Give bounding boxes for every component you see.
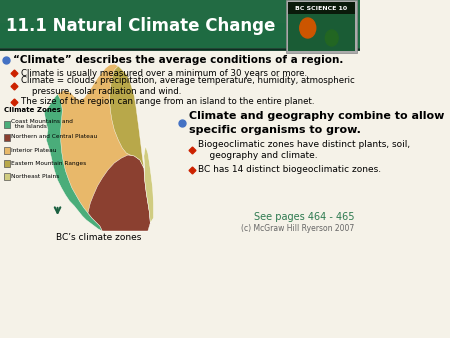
Text: Climate and geography combine to allow
specific organisms to grow.: Climate and geography combine to allow s… <box>189 111 445 135</box>
Bar <box>4 121 9 127</box>
Text: See pages 464 - 465: See pages 464 - 465 <box>254 212 354 222</box>
Text: BC has 14 distinct biogeoclimatic zones.: BC has 14 distinct biogeoclimatic zones. <box>198 166 381 174</box>
Bar <box>286 0 356 53</box>
Bar <box>4 146 9 153</box>
Bar <box>0 0 360 48</box>
Text: BC SCIENCE 10: BC SCIENCE 10 <box>295 5 347 10</box>
Text: 11.1 Natural Climate Change: 11.1 Natural Climate Change <box>6 17 276 35</box>
Bar <box>288 2 355 14</box>
Text: Climate is usually measured over a minimum of 30 years or more.: Climate is usually measured over a minim… <box>21 69 307 77</box>
Circle shape <box>325 30 338 46</box>
Bar <box>4 134 9 141</box>
Text: Coast Mountains and
  the Islands: Coast Mountains and the Islands <box>11 119 73 129</box>
Polygon shape <box>88 155 150 231</box>
Text: Climate Zones: Climate Zones <box>4 107 61 113</box>
Text: Northeast Plains: Northeast Plains <box>11 173 59 178</box>
Circle shape <box>300 18 316 38</box>
Polygon shape <box>44 64 150 231</box>
Bar <box>4 172 9 179</box>
Bar <box>4 160 9 167</box>
Bar <box>0 0 360 23</box>
Polygon shape <box>144 146 153 223</box>
Text: Biogeoclimatic zones have distinct plants, soil,
    geography and climate.: Biogeoclimatic zones have distinct plant… <box>198 140 410 160</box>
Text: Climate = clouds, precipitation, average temperature, humidity, atmospheric
    : Climate = clouds, precipitation, average… <box>21 76 355 96</box>
Text: “Climate” describes the average conditions of a region.: “Climate” describes the average conditio… <box>13 55 343 65</box>
Polygon shape <box>44 94 102 231</box>
Bar <box>288 2 355 51</box>
Text: BC’s climate zones: BC’s climate zones <box>56 233 141 242</box>
Text: Interior Plateau: Interior Plateau <box>11 147 57 152</box>
Polygon shape <box>109 66 144 168</box>
Text: Eastern Mountain Ranges: Eastern Mountain Ranges <box>11 161 86 166</box>
Text: The size of the region can range from an island to the entire planet.: The size of the region can range from an… <box>21 97 314 106</box>
Text: Northern and Central Plateau: Northern and Central Plateau <box>11 135 98 140</box>
Text: (c) McGraw Hill Ryerson 2007: (c) McGraw Hill Ryerson 2007 <box>241 224 354 233</box>
